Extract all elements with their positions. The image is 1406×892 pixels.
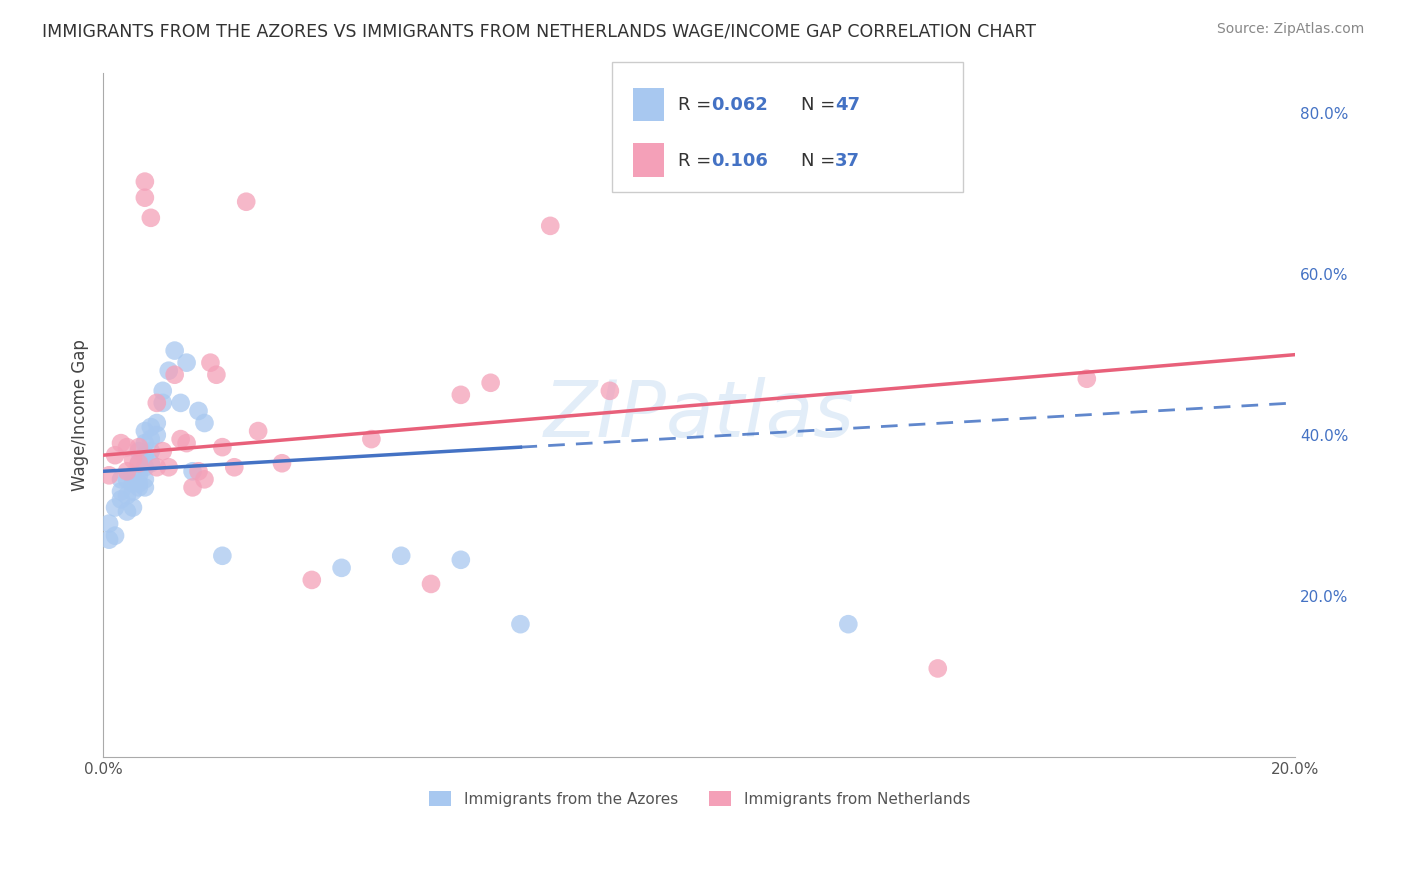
Text: R =: R =: [678, 96, 717, 114]
Point: [139, 211, 162, 225]
Point: [139, 456, 162, 470]
Point: [235, 194, 257, 209]
Point: [115, 440, 138, 454]
Point: [181, 464, 204, 478]
Point: [187, 464, 209, 478]
Point: [205, 368, 228, 382]
Text: N =: N =: [801, 152, 841, 169]
Point: [110, 436, 132, 450]
Point: [420, 577, 443, 591]
Point: [134, 175, 156, 189]
Text: Source: ZipAtlas.com: Source: ZipAtlas.com: [1216, 22, 1364, 37]
Point: [98, 516, 121, 531]
Point: [134, 480, 156, 494]
Point: [330, 561, 353, 575]
Point: [389, 549, 412, 563]
Text: ZIPatlas: ZIPatlas: [544, 377, 855, 453]
Point: [479, 376, 502, 390]
Point: [193, 472, 215, 486]
Point: [450, 388, 472, 402]
Text: 0.062: 0.062: [711, 96, 768, 114]
Point: [271, 456, 294, 470]
Point: [110, 472, 132, 486]
Point: [122, 484, 145, 499]
Point: [134, 448, 156, 462]
Point: [146, 428, 169, 442]
Point: [169, 432, 191, 446]
Point: [169, 396, 191, 410]
Point: [128, 480, 150, 494]
Point: [128, 444, 150, 458]
Point: [104, 529, 127, 543]
Point: [122, 500, 145, 515]
Point: [115, 472, 138, 486]
Point: [599, 384, 621, 398]
Point: [115, 504, 138, 518]
Point: [146, 460, 169, 475]
Point: [98, 533, 121, 547]
Point: [211, 440, 233, 454]
Point: [128, 456, 150, 470]
Point: [176, 356, 198, 370]
Point: [134, 436, 156, 450]
Point: [837, 617, 859, 632]
Text: IMMIGRANTS FROM THE AZORES VS IMMIGRANTS FROM NETHERLANDS WAGE/INCOME GAP CORREL: IMMIGRANTS FROM THE AZORES VS IMMIGRANTS…: [42, 22, 1036, 40]
Point: [247, 424, 270, 438]
Point: [450, 553, 472, 567]
Text: 0.106: 0.106: [711, 152, 768, 169]
Point: [301, 573, 323, 587]
Point: [146, 396, 169, 410]
Point: [134, 424, 156, 438]
Point: [134, 460, 156, 475]
Point: [224, 460, 246, 475]
Point: [360, 432, 382, 446]
Point: [110, 484, 132, 499]
Point: [115, 488, 138, 502]
Point: [122, 452, 145, 467]
Point: [152, 444, 174, 458]
Text: R =: R =: [678, 152, 723, 169]
Point: [128, 456, 150, 470]
Text: 47: 47: [835, 96, 860, 114]
Point: [115, 464, 138, 478]
Point: [139, 432, 162, 446]
Point: [193, 416, 215, 430]
Point: [187, 404, 209, 418]
Point: [181, 480, 204, 494]
Text: 37: 37: [835, 152, 860, 169]
Point: [122, 468, 145, 483]
Point: [509, 617, 531, 632]
Point: [139, 444, 162, 458]
Point: [211, 549, 233, 563]
Point: [200, 356, 222, 370]
Point: [134, 191, 156, 205]
Point: [104, 448, 127, 462]
Point: [163, 343, 186, 358]
Point: [128, 476, 150, 491]
Point: [538, 219, 561, 233]
Point: [128, 440, 150, 454]
Point: [152, 384, 174, 398]
Point: [122, 476, 145, 491]
Text: N =: N =: [801, 96, 841, 114]
Point: [104, 500, 127, 515]
Point: [134, 472, 156, 486]
Point: [110, 492, 132, 507]
Point: [98, 468, 121, 483]
Point: [748, 138, 770, 153]
Point: [163, 368, 186, 382]
Point: [146, 416, 169, 430]
Point: [157, 460, 180, 475]
Point: [1076, 372, 1098, 386]
Point: [128, 468, 150, 483]
Y-axis label: Wage/Income Gap: Wage/Income Gap: [72, 339, 89, 491]
Point: [176, 436, 198, 450]
Point: [927, 661, 949, 675]
Point: [139, 420, 162, 434]
Point: [152, 396, 174, 410]
Point: [157, 364, 180, 378]
Legend: Immigrants from the Azores, Immigrants from Netherlands: Immigrants from the Azores, Immigrants f…: [420, 783, 977, 814]
